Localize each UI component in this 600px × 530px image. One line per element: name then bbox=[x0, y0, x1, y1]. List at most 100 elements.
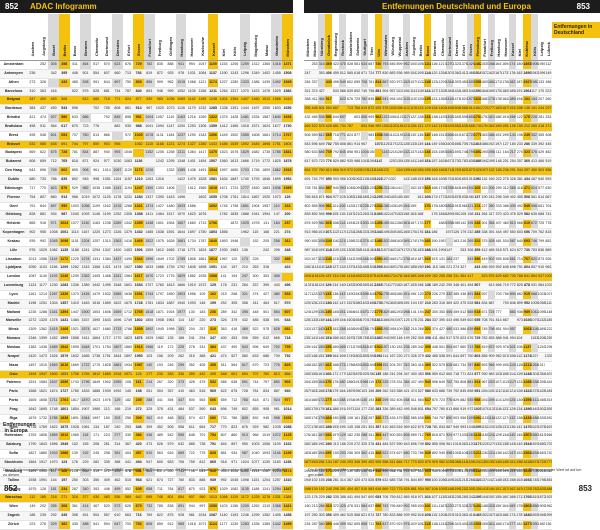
distance-cell: 110 bbox=[271, 202, 283, 212]
distance-cell: 198 bbox=[133, 387, 144, 398]
distance-cell: 347 bbox=[207, 334, 219, 344]
distance-cell: 234 bbox=[58, 485, 70, 495]
distance-cell: 1457 bbox=[27, 361, 38, 371]
distance-cell: 1899 bbox=[445, 210, 453, 221]
distance-cell: 594 bbox=[101, 520, 113, 530]
distance-cell: 1766 bbox=[207, 219, 219, 230]
distance-cell: 1279 bbox=[488, 440, 496, 451]
distance-cell: 1385 bbox=[502, 440, 510, 451]
row-label: Dublin bbox=[0, 175, 28, 185]
distance-cell: 918 bbox=[218, 458, 229, 468]
distance-cell: 1003 bbox=[250, 440, 261, 451]
distance-cell: 600 bbox=[367, 493, 375, 504]
distance-cell: 812 bbox=[197, 458, 208, 468]
distance-cell: 1650 bbox=[537, 440, 545, 451]
table-row: London 1087 1140 1193 1246 1299 1352 1405 1458 15… bbox=[0, 272, 293, 283]
distance-cell: 783 bbox=[530, 246, 538, 256]
distance-cell: 1241 bbox=[438, 520, 446, 530]
distance-cell: 195 bbox=[466, 219, 474, 230]
distance-cell: 1306 bbox=[396, 157, 404, 168]
distance-cell: 877 bbox=[133, 95, 144, 106]
distance-cell: 713 bbox=[466, 343, 474, 353]
distance-cell: 1359 bbox=[523, 396, 531, 406]
distance-cell: 224 bbox=[101, 431, 113, 442]
distance-cell: 340 bbox=[80, 485, 91, 495]
distance-cell: 1005 bbox=[410, 60, 418, 70]
distance-cell: 1585 bbox=[112, 290, 123, 300]
distance-cell: 1427 bbox=[154, 202, 166, 212]
column-header-label: Köln bbox=[531, 47, 537, 57]
distance-cell: 591 bbox=[445, 352, 453, 362]
distance-cell: 1877 bbox=[523, 520, 531, 530]
distance-cell: 393 bbox=[325, 520, 333, 530]
distance-cell: 876 bbox=[58, 184, 70, 194]
distance-cell: 968 bbox=[530, 290, 538, 300]
column-header-label: Regensburg bbox=[333, 32, 339, 57]
distance-cell: 1385 bbox=[175, 166, 187, 176]
distance-cell: 1015 bbox=[175, 78, 187, 88]
distance-cell: 1088 bbox=[282, 423, 293, 433]
row-label: Madrid bbox=[0, 299, 28, 309]
distance-cell: 1968 bbox=[459, 202, 467, 212]
distance-cell: 1332 bbox=[165, 166, 176, 176]
distance-cell: 554 bbox=[445, 343, 453, 353]
column-header-label: Erfurt bbox=[460, 45, 466, 57]
distance-cell: 1727 bbox=[58, 387, 70, 398]
distance-cell: 1696 bbox=[339, 352, 347, 362]
distance-cell: 1147 bbox=[374, 157, 382, 168]
distance-cell: 1343 bbox=[197, 131, 208, 141]
distance-cell: 1935 bbox=[197, 272, 208, 283]
distance-cell: 446 bbox=[101, 485, 113, 495]
distance-cell: 972 bbox=[346, 166, 354, 176]
distance-cell: 728 bbox=[58, 148, 70, 159]
distance-cell: 1517 bbox=[495, 485, 503, 495]
distance-cell: 616 bbox=[165, 449, 176, 459]
distance-cell: 680 bbox=[403, 449, 411, 459]
distance-cell: 1322 bbox=[523, 387, 531, 398]
distance-cell: 897 bbox=[228, 440, 240, 451]
distance-cell: 994 bbox=[186, 60, 198, 70]
distance-cell: 872 bbox=[154, 69, 166, 79]
distance-cell: 1964 bbox=[523, 87, 531, 97]
distance-cell: 1370 bbox=[424, 122, 432, 132]
distance-cell: 1327 bbox=[186, 140, 198, 150]
distance-cell: 319 bbox=[325, 502, 333, 513]
distance-cell: 1607 bbox=[502, 493, 510, 504]
distance-cell: 527 bbox=[48, 113, 59, 123]
distance-cell: 475 bbox=[459, 299, 467, 309]
distance-cell: 1087 bbox=[27, 272, 38, 283]
distance-cell: 1396 bbox=[523, 405, 531, 415]
distance-cell: 1365 bbox=[438, 95, 446, 106]
column-header-label: Chemnitz bbox=[439, 38, 445, 57]
distance-cell: 515 bbox=[122, 476, 134, 486]
distance-cell: 1866 bbox=[175, 281, 187, 291]
distance-cell: 1177 bbox=[218, 520, 229, 530]
distance-cell: 1278 bbox=[80, 255, 91, 265]
distance-cell: 818 bbox=[250, 396, 261, 406]
distance-cell: 855 bbox=[311, 202, 319, 212]
distance-cell: 633 bbox=[311, 148, 319, 159]
distance-cell: 219 bbox=[346, 440, 354, 451]
distance-cell: 1432 bbox=[133, 228, 144, 238]
distance-cell: 1262 bbox=[69, 263, 81, 274]
distance-cell: 1337 bbox=[143, 193, 155, 203]
distance-cell: 172 bbox=[165, 343, 176, 353]
distance-cell bbox=[197, 202, 208, 212]
distance-cell: 1576 bbox=[417, 184, 425, 194]
distance-cell: 1333 bbox=[239, 78, 251, 88]
distance-cell: 1666 bbox=[424, 193, 432, 203]
distance-cell: 1269 bbox=[197, 113, 208, 123]
distance-cell: 1793 bbox=[250, 175, 261, 185]
distance-cell: 460 bbox=[502, 219, 510, 230]
distance-cell: 1602 bbox=[197, 193, 208, 203]
distance-cell: 1476 bbox=[438, 122, 446, 132]
distance-cell: 1268 bbox=[122, 202, 134, 212]
distance-cell: 1719 bbox=[250, 157, 261, 168]
distance-cell: 1157 bbox=[122, 175, 134, 185]
distance-cell: 1105 bbox=[388, 122, 397, 132]
distance-cell: 457 bbox=[353, 485, 361, 495]
distance-cell: 1655 bbox=[207, 193, 219, 203]
